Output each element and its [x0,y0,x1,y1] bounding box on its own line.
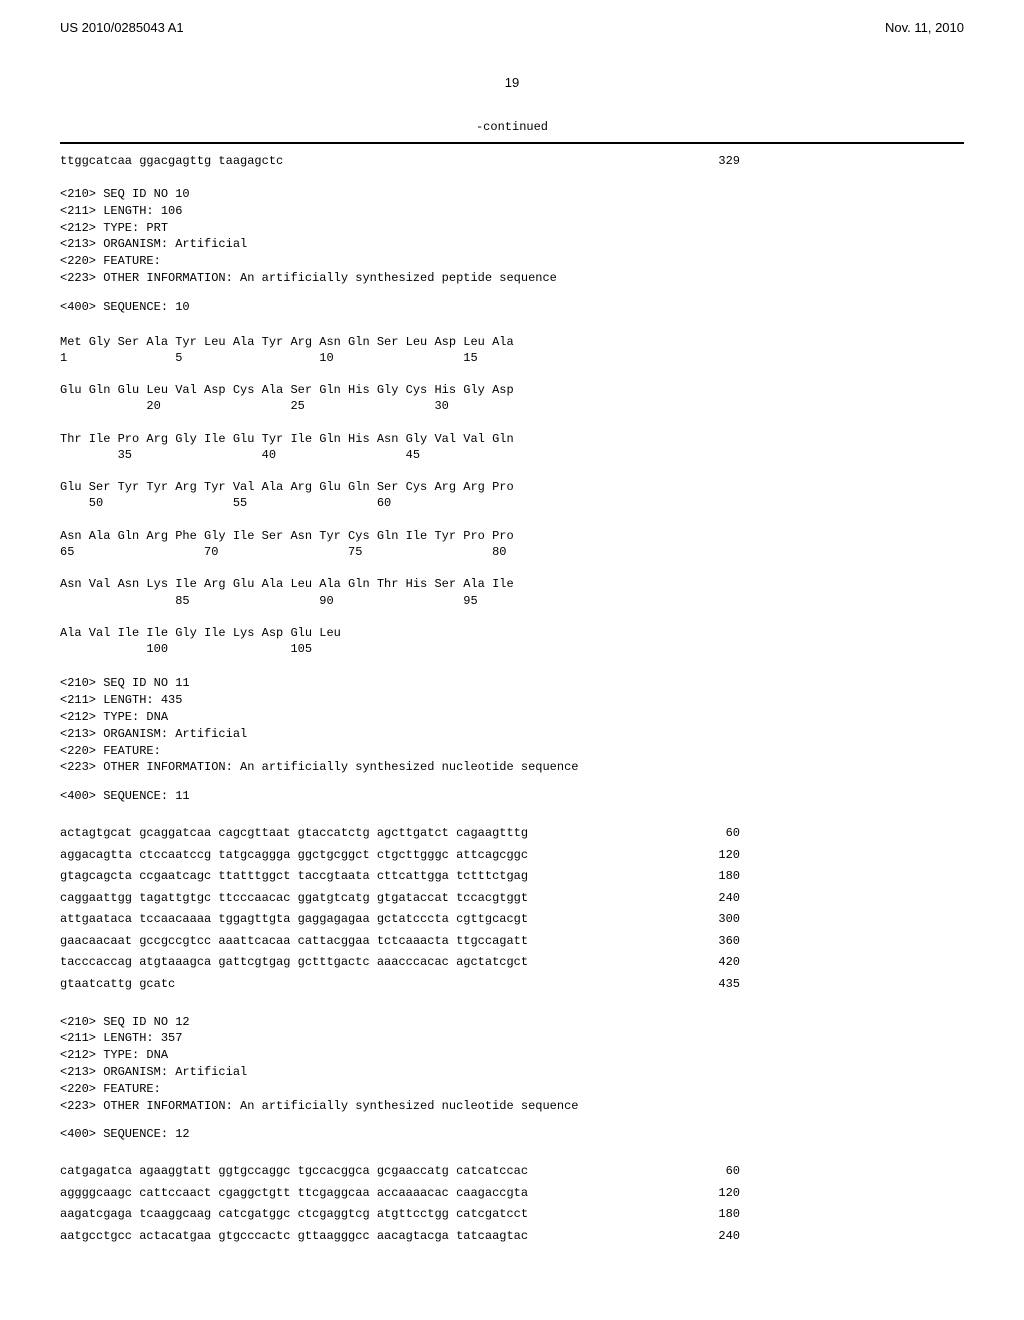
dna-sequence: attgaataca tccaacaaaa tggagttgta gaggaga… [60,909,528,931]
seq10-label: <400> SEQUENCE: 10 [60,299,964,316]
dna-sequence: tacccaccag atgtaaagca gattcgtgag gctttga… [60,952,528,974]
dna-line: catgagatca agaaggtatt ggtgccaggc tgccacg… [60,1161,740,1183]
seq12-header: <210> SEQ ID NO 12 <211> LENGTH: 357 <21… [60,1014,964,1115]
dna-sequence: aggggcaagc cattccaact cgaggctgtt ttcgagg… [60,1183,528,1205]
dna-sequence: gaacaacaat gccgccgtcc aaattcacaa cattacg… [60,931,528,953]
dna-position: 180 [718,866,740,888]
dna-position: 180 [718,1204,740,1226]
seq12-dna: catgagatca agaaggtatt ggtgccaggc tgccacg… [60,1161,964,1247]
sequence-position: 329 [718,154,740,168]
seq10-header: <210> SEQ ID NO 10 <211> LENGTH: 106 <21… [60,186,964,287]
dna-sequence: aagatcgaga tcaaggcaag catcgatggc ctcgagg… [60,1204,528,1226]
patent-id: US 2010/0285043 A1 [60,20,184,35]
dna-line: aggggcaagc cattccaact cgaggctgtt ttcgagg… [60,1183,740,1205]
dna-line: aatgcctgcc actacatgaa gtgcccactc gttaagg… [60,1226,740,1248]
continued-label: -continued [60,120,964,134]
dna-line: gtagcagcta ccgaatcagc ttatttggct taccgta… [60,866,740,888]
sequence-continued: ttggcatcaa ggacgagttg taagagctc 329 [60,154,740,168]
seq11-dna: actagtgcat gcaggatcaa cagcgttaat gtaccat… [60,823,964,996]
dna-sequence: aatgcctgcc actacatgaa gtgcccactc gttaagg… [60,1226,528,1248]
dna-line: aggacagtta ctccaatccg tatgcaggga ggctgcg… [60,845,740,867]
seq11-header: <210> SEQ ID NO 11 <211> LENGTH: 435 <21… [60,675,964,776]
dna-position: 420 [718,952,740,974]
dna-position: 240 [718,888,740,910]
dna-sequence: catgagatca agaaggtatt ggtgccaggc tgccacg… [60,1161,528,1183]
dna-line: tacccaccag atgtaaagca gattcgtgag gctttga… [60,952,740,974]
dna-position: 120 [718,845,740,867]
section-divider [60,142,964,144]
dna-position: 60 [726,823,740,845]
seq10-protein: Met Gly Ser Ala Tyr Leu Ala Tyr Arg Asn … [60,334,964,658]
page-header: US 2010/0285043 A1 Nov. 11, 2010 [60,20,964,35]
dna-position: 120 [718,1183,740,1205]
dna-sequence: gtaatcattg gcatc [60,974,175,996]
dna-position: 60 [726,1161,740,1183]
dna-line: actagtgcat gcaggatcaa cagcgttaat gtaccat… [60,823,740,845]
dna-line: aagatcgaga tcaaggcaag catcgatggc ctcgagg… [60,1204,740,1226]
dna-position: 360 [718,931,740,953]
seq12-label: <400> SEQUENCE: 12 [60,1126,964,1143]
dna-line: caggaattgg tagattgtgc ttcccaacac ggatgtc… [60,888,740,910]
seq11-label: <400> SEQUENCE: 11 [60,788,964,805]
dna-sequence: aggacagtta ctccaatccg tatgcaggga ggctgcg… [60,845,528,867]
sequence-text: ttggcatcaa ggacgagttg taagagctc [60,154,283,168]
dna-position: 300 [718,909,740,931]
dna-sequence: actagtgcat gcaggatcaa cagcgttaat gtaccat… [60,823,528,845]
dna-sequence: gtagcagcta ccgaatcagc ttatttggct taccgta… [60,866,528,888]
dna-line: attgaataca tccaacaaaa tggagttgta gaggaga… [60,909,740,931]
dna-sequence: caggaattgg tagattgtgc ttcccaacac ggatgtc… [60,888,528,910]
page-number: 19 [60,75,964,90]
dna-position: 435 [718,974,740,996]
patent-date: Nov. 11, 2010 [885,20,964,35]
dna-position: 240 [718,1226,740,1248]
dna-line: gtaatcattg gcatc 435 [60,974,740,996]
dna-line: gaacaacaat gccgccgtcc aaattcacaa cattacg… [60,931,740,953]
